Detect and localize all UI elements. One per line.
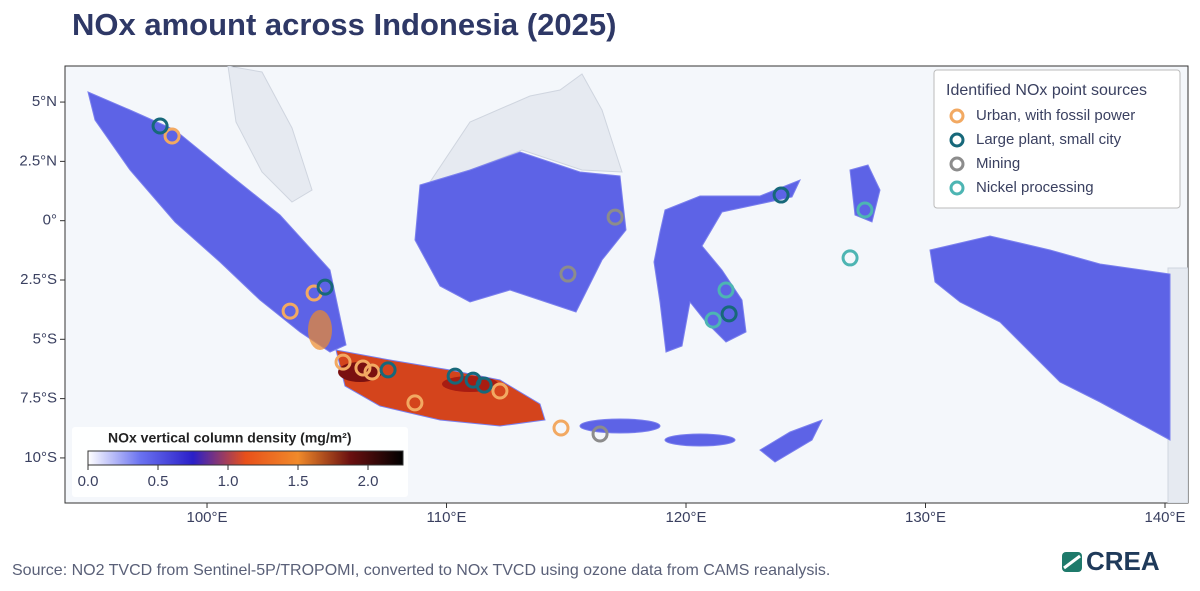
java (335, 349, 546, 427)
point-source (379, 361, 397, 379)
point-source (606, 208, 624, 226)
point-source (354, 359, 372, 377)
point-source (475, 376, 493, 394)
title: NOx amount across Indonesia (2025) (72, 7, 616, 42)
point-source (316, 278, 334, 296)
point-source (772, 186, 790, 204)
y-tick-label: 5°N (32, 93, 57, 110)
x-tick-label: 110°E (427, 509, 467, 526)
flores (664, 433, 736, 447)
y-tick-label: 10°S (24, 449, 57, 466)
colorbar-tick-label: 2.0 (358, 473, 379, 490)
legend-label: Mining (976, 155, 1020, 172)
x-tick-label: 120°E (665, 509, 706, 526)
point-source (151, 117, 169, 135)
legend-marker (949, 180, 965, 196)
colorbar-tick-label: 1.5 (288, 473, 309, 490)
y-tick-label: 2.5°S (20, 271, 57, 288)
point-source (841, 249, 859, 267)
sulawesi (653, 179, 801, 353)
java-hotspot (442, 376, 498, 392)
legend-label: Urban, with fossil power (976, 107, 1135, 124)
point-source (717, 281, 735, 299)
x-tick-label: 130°E (905, 509, 946, 526)
point-source (363, 363, 381, 381)
legend-marker (949, 108, 965, 124)
sumatra-hotspot (308, 310, 332, 350)
point-source (163, 127, 181, 145)
point-source (406, 394, 424, 412)
point-source (491, 382, 509, 400)
land (87, 66, 1188, 503)
logo: CREA (1086, 546, 1160, 576)
point-source (446, 367, 464, 385)
colorbar-tick-label: 0.5 (148, 473, 169, 490)
source: Source: NO2 TVCD from Sentinel-5P/TROPOM… (12, 562, 830, 579)
colorbar (87, 450, 404, 466)
papua (929, 235, 1171, 441)
point-source (281, 302, 299, 320)
legend (933, 69, 1181, 209)
y-tick-label: 2.5°N (19, 152, 57, 169)
x-tick-label: 100°E (187, 509, 228, 526)
sumatra (87, 91, 347, 353)
point-source (552, 419, 570, 437)
png (1167, 267, 1188, 503)
colorbar-tick-label: 1.0 (218, 473, 239, 490)
colorbar-label: NOx vertical column density (mg/m²) (108, 430, 352, 446)
y-tick-label: 0° (43, 212, 57, 229)
x-tick-label: 140°E (1144, 509, 1185, 526)
logo-icon (1062, 552, 1082, 572)
colorbar-tick-label: 0.0 (78, 473, 99, 490)
point-source (856, 201, 874, 219)
malaysia (227, 66, 313, 203)
timor (759, 419, 824, 463)
nusa-tenggara (579, 418, 661, 434)
point-sources (151, 117, 874, 443)
point-source (704, 311, 722, 329)
legend-label: Nickel processing (976, 179, 1094, 196)
point-source (559, 265, 577, 283)
legend-marker (949, 132, 965, 148)
y-tick-label: 5°S (33, 330, 57, 347)
legend-marker (949, 156, 965, 172)
point-source (334, 353, 352, 371)
north-borneo (428, 73, 623, 183)
legend-label: Large plant, small city (976, 131, 1122, 148)
legend-title: Identified NOx point sources (946, 82, 1147, 99)
y-tick-label: 7.5°S (20, 390, 57, 407)
point-source (720, 305, 738, 323)
point-source (591, 425, 609, 443)
